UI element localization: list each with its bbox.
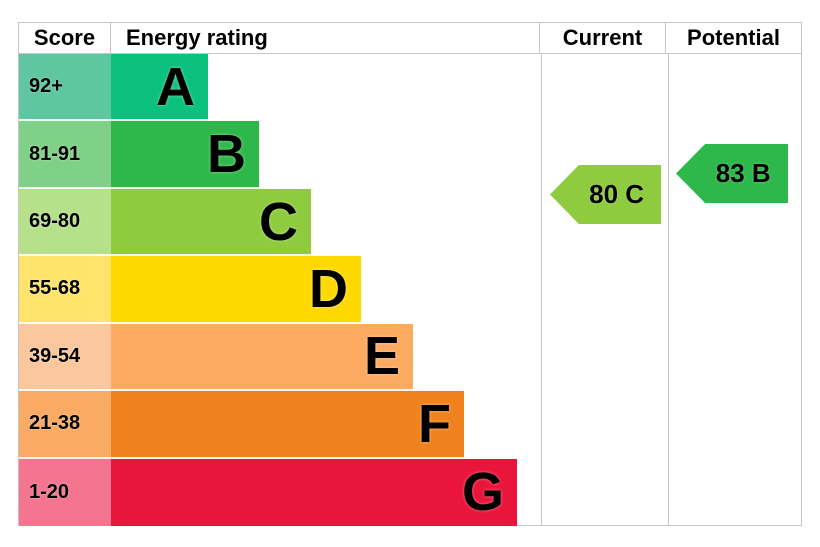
rating-letter: A	[156, 56, 195, 117]
band-row-b: 81-91 B	[19, 121, 541, 189]
band-row-c: 69-80 C	[19, 188, 541, 257]
rating-letter: E	[363, 326, 400, 387]
rating-bar-b: B	[111, 121, 259, 189]
score-range-label: 92+	[19, 54, 111, 122]
score-range-label: 21-38	[19, 391, 111, 459]
band-row-a: 92+ A	[19, 54, 541, 122]
potential-column-divider	[668, 54, 669, 526]
header-current: Current	[540, 23, 666, 53]
rating-bar-f: F	[111, 391, 464, 459]
rating-bar-e: E	[111, 323, 413, 392]
rating-letter: G	[461, 462, 504, 523]
score-range-label: 1-20	[19, 458, 111, 526]
header-energy-rating: Energy rating	[111, 23, 540, 53]
rating-letter: B	[207, 124, 246, 185]
rating-bar-g: G	[111, 458, 517, 526]
potential-rating-arrow: 83 B	[676, 144, 788, 203]
potential-rating-label: 83 B	[715, 158, 771, 188]
chart-header-row: Score Energy rating Current Potential	[19, 23, 801, 54]
current-rating-arrow: 80 C	[550, 165, 661, 224]
rating-letter: C	[259, 191, 298, 252]
score-range-label: 69-80	[19, 188, 111, 257]
current-rating-label: 80 C	[589, 179, 645, 209]
score-range-label: 39-54	[19, 323, 111, 392]
band-row-g: 1-20 G	[19, 458, 541, 526]
band-row-d: 55-68 D	[19, 256, 541, 324]
current-column-divider	[541, 54, 542, 526]
score-range-label: 81-91	[19, 121, 111, 189]
rating-bar-a: A	[111, 54, 208, 122]
rating-letter: D	[309, 258, 348, 319]
band-row-f: 21-38 F	[19, 391, 541, 459]
chart-body: 92+ A 81-91 B 69-80 C 55-68 D 39-54 E 21…	[19, 54, 801, 526]
header-score: Score	[19, 23, 111, 53]
band-row-e: 39-54 E	[19, 323, 541, 392]
score-range-label: 55-68	[19, 256, 111, 324]
rating-bar-c: C	[111, 188, 311, 257]
rating-bands: 92+ A 81-91 B 69-80 C 55-68 D 39-54 E 21…	[19, 54, 541, 526]
rating-letter: F	[418, 393, 451, 454]
epc-rating-chart: Score Energy rating Current Potential 92…	[18, 22, 802, 526]
header-potential: Potential	[687, 25, 780, 50]
rating-bar-d: D	[111, 256, 361, 324]
